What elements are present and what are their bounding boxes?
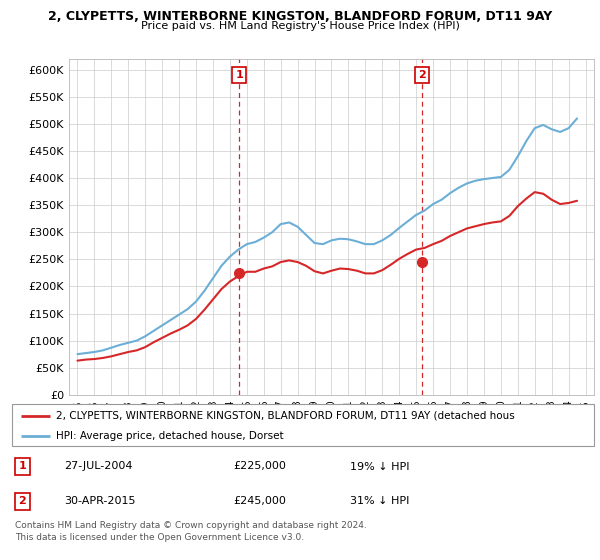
Text: 27-JUL-2004: 27-JUL-2004 xyxy=(64,461,133,472)
Text: Price paid vs. HM Land Registry's House Price Index (HPI): Price paid vs. HM Land Registry's House … xyxy=(140,21,460,31)
Text: 2, CLYPETTS, WINTERBORNE KINGSTON, BLANDFORD FORUM, DT11 9AY: 2, CLYPETTS, WINTERBORNE KINGSTON, BLAND… xyxy=(48,10,552,23)
Text: 2: 2 xyxy=(418,70,425,80)
Text: 1: 1 xyxy=(19,461,26,472)
Text: Contains HM Land Registry data © Crown copyright and database right 2024.
This d: Contains HM Land Registry data © Crown c… xyxy=(15,521,367,542)
Text: 31% ↓ HPI: 31% ↓ HPI xyxy=(350,496,409,506)
Text: 19% ↓ HPI: 19% ↓ HPI xyxy=(350,461,409,472)
Text: £225,000: £225,000 xyxy=(233,461,286,472)
Text: £245,000: £245,000 xyxy=(233,496,286,506)
Text: 2: 2 xyxy=(19,496,26,506)
Text: HPI: Average price, detached house, Dorset: HPI: Average price, detached house, Dors… xyxy=(56,431,283,441)
Text: 2, CLYPETTS, WINTERBORNE KINGSTON, BLANDFORD FORUM, DT11 9AY (detached hous: 2, CLYPETTS, WINTERBORNE KINGSTON, BLAND… xyxy=(56,410,514,421)
Text: 1: 1 xyxy=(235,70,243,80)
Text: 30-APR-2015: 30-APR-2015 xyxy=(64,496,136,506)
